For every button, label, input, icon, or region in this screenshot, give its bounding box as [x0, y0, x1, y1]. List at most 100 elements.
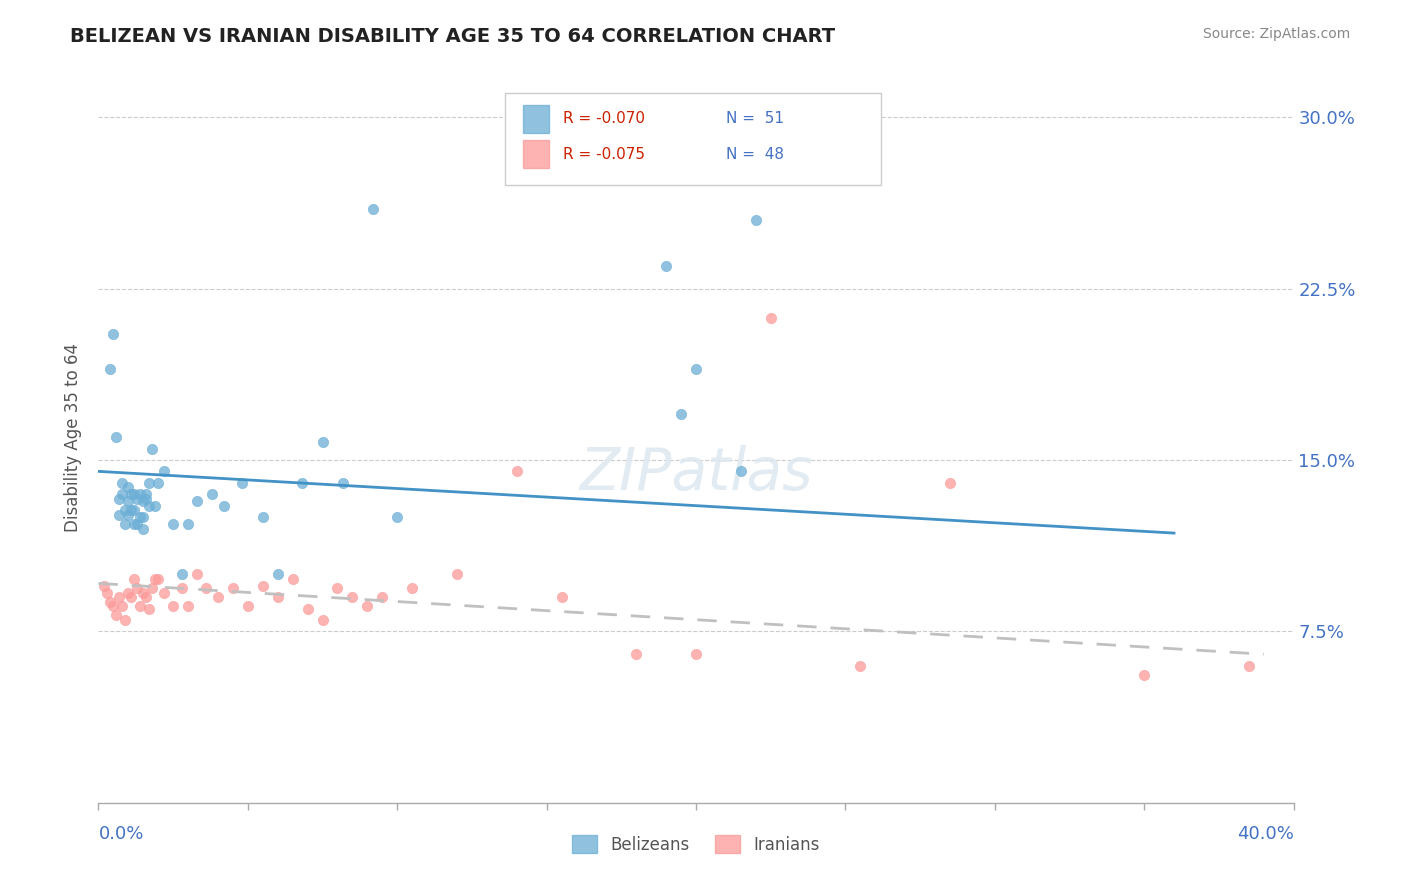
Point — [108, 590, 131, 604]
Point — [138, 601, 160, 615]
Point — [153, 585, 176, 599]
Point — [207, 590, 229, 604]
Point — [132, 521, 155, 535]
Point — [114, 503, 136, 517]
Legend: Belizeans, Iranians: Belizeans, Iranians — [565, 829, 827, 860]
Point — [506, 464, 529, 478]
Point — [281, 572, 304, 586]
Point — [231, 475, 253, 490]
Point — [124, 503, 146, 517]
Point — [849, 658, 872, 673]
Point — [177, 516, 200, 531]
Point — [626, 647, 648, 661]
Point — [98, 595, 122, 609]
Point — [98, 361, 122, 376]
Point — [153, 464, 176, 478]
Point — [177, 599, 200, 614]
Point — [162, 599, 184, 614]
Point — [111, 487, 134, 501]
Point — [114, 516, 136, 531]
Point — [124, 572, 146, 586]
Point — [745, 213, 768, 227]
Point — [291, 475, 314, 490]
Text: N =  48: N = 48 — [725, 146, 785, 161]
Point — [111, 475, 134, 490]
FancyBboxPatch shape — [505, 94, 882, 185]
Point — [1237, 658, 1260, 673]
Point — [685, 361, 707, 376]
Point — [117, 494, 139, 508]
Point — [297, 601, 319, 615]
Point — [356, 599, 378, 614]
Point — [446, 567, 468, 582]
Point — [252, 579, 274, 593]
Point — [124, 487, 146, 501]
Point — [550, 590, 572, 604]
Text: R = -0.075: R = -0.075 — [564, 146, 645, 161]
Text: Source: ZipAtlas.com: Source: ZipAtlas.com — [1202, 27, 1350, 41]
Point — [135, 491, 157, 506]
Y-axis label: Disability Age 35 to 64: Disability Age 35 to 64 — [65, 343, 83, 532]
Point — [939, 475, 962, 490]
Point — [143, 572, 166, 586]
Point — [212, 499, 235, 513]
Point — [117, 508, 139, 522]
Point — [120, 487, 142, 501]
Point — [267, 590, 290, 604]
Point — [401, 581, 423, 595]
Point — [103, 327, 125, 342]
Point — [108, 508, 131, 522]
Point — [201, 487, 224, 501]
Point — [93, 579, 115, 593]
Point — [105, 430, 128, 444]
Point — [162, 516, 184, 531]
Point — [117, 585, 139, 599]
Point — [111, 599, 134, 614]
Point — [127, 516, 149, 531]
Point — [127, 581, 149, 595]
Point — [332, 475, 354, 490]
Point — [252, 510, 274, 524]
Point — [114, 613, 136, 627]
Point — [148, 572, 170, 586]
Point — [172, 581, 194, 595]
FancyBboxPatch shape — [523, 105, 548, 133]
Point — [129, 599, 152, 614]
Point — [135, 590, 157, 604]
Point — [267, 567, 290, 582]
Point — [186, 494, 208, 508]
Point — [172, 567, 194, 582]
Point — [148, 475, 170, 490]
Text: ZIPatlas: ZIPatlas — [579, 445, 813, 502]
Text: 40.0%: 40.0% — [1237, 825, 1294, 843]
Point — [143, 499, 166, 513]
Point — [129, 510, 152, 524]
Point — [135, 487, 157, 501]
Point — [311, 434, 333, 449]
Point — [129, 487, 152, 501]
Point — [326, 581, 349, 595]
Point — [1133, 667, 1156, 681]
Point — [759, 311, 782, 326]
Point — [363, 202, 385, 216]
Point — [127, 491, 149, 506]
Point — [730, 464, 752, 478]
FancyBboxPatch shape — [523, 140, 548, 168]
Point — [132, 585, 155, 599]
Point — [132, 510, 155, 524]
Point — [105, 608, 128, 623]
Point — [120, 590, 142, 604]
Point — [138, 475, 160, 490]
Point — [132, 494, 155, 508]
Text: BELIZEAN VS IRANIAN DISABILITY AGE 35 TO 64 CORRELATION CHART: BELIZEAN VS IRANIAN DISABILITY AGE 35 TO… — [70, 27, 835, 45]
Point — [222, 581, 245, 595]
Point — [371, 590, 394, 604]
Point — [120, 503, 142, 517]
Text: N =  51: N = 51 — [725, 112, 785, 127]
Point — [311, 613, 333, 627]
Point — [96, 585, 118, 599]
Point — [669, 407, 692, 421]
Point — [124, 516, 146, 531]
Point — [108, 491, 131, 506]
Point — [685, 647, 707, 661]
